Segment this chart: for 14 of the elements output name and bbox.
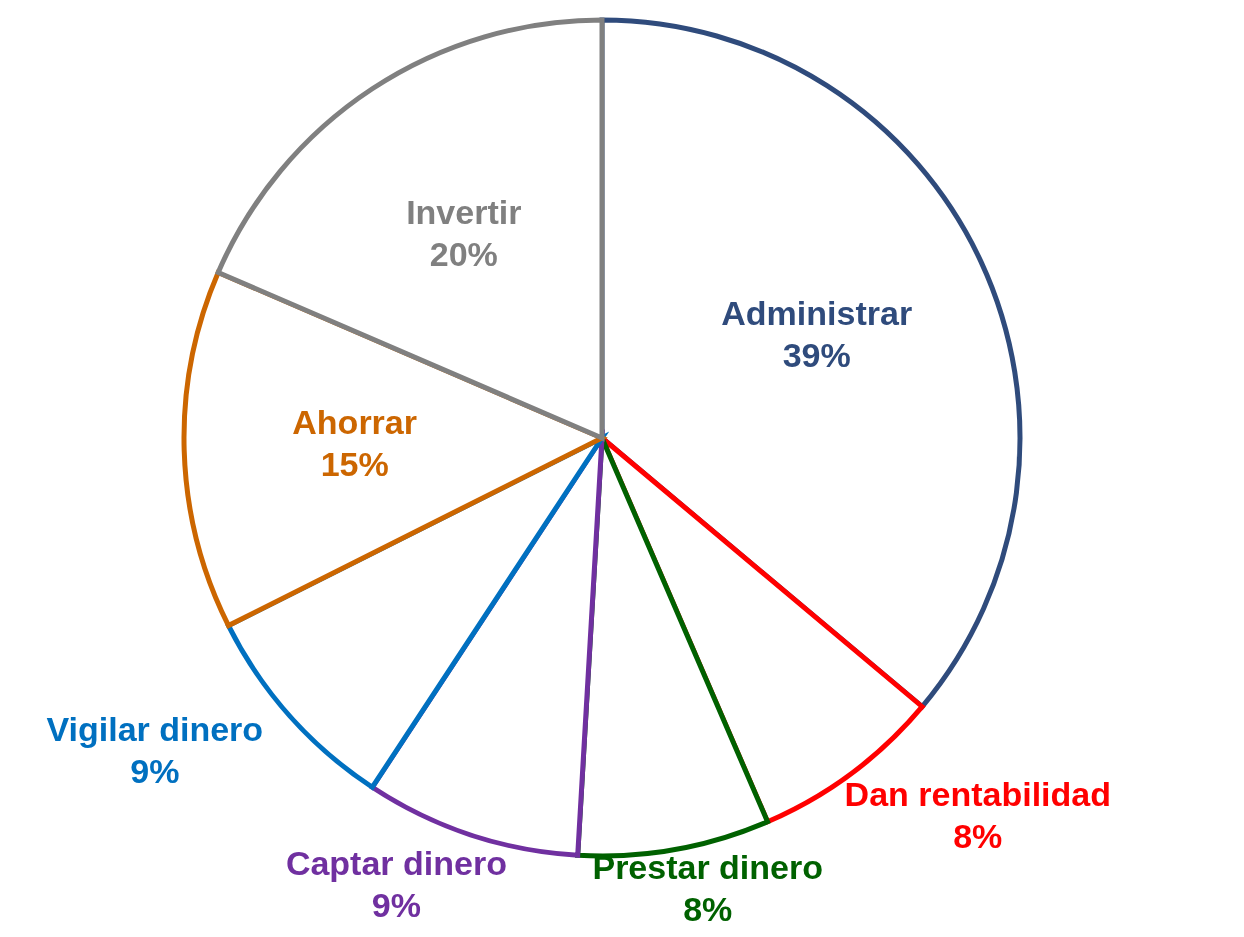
slice-label: Ahorrar	[292, 403, 418, 442]
slice-label: Invertir	[406, 193, 522, 232]
data-label: 20%	[429, 235, 498, 274]
slice-label: Dan rentabilidad	[844, 774, 1111, 813]
slice-label: Captar dinero	[285, 844, 507, 883]
slice-label: Vigilar dinero	[46, 710, 264, 749]
data-label: 39%	[782, 335, 851, 374]
data-label: 8%	[683, 890, 733, 928]
data-label: 8%	[953, 816, 1003, 855]
data-label: 15%	[320, 445, 389, 484]
data-label: 9%	[130, 752, 180, 791]
data-label: 9%	[371, 886, 421, 925]
slice-label: Prestar dinero	[592, 848, 823, 886]
slice-label: Administrar	[721, 293, 913, 332]
